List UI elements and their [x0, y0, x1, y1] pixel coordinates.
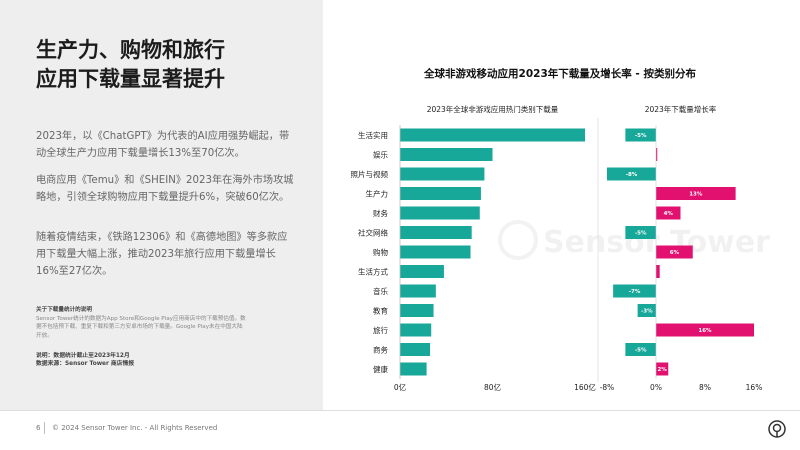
paragraph-travel: 随着疫情结束，《铁路12306》和《高德地图》等多款应用下载量大幅上涨，推动20…: [36, 232, 288, 277]
downloads-bar: [400, 226, 472, 239]
downloads-tick-label: 0亿: [394, 382, 407, 392]
category-label: 生活方式: [358, 267, 388, 277]
category-label: 照片与视频: [351, 169, 389, 179]
growth-data-label: 4%: [664, 211, 674, 217]
category-label: 商务: [373, 345, 388, 355]
growth-bar: [656, 245, 693, 259]
footnote-data-source: 数据来源：Sensor Tower 商店情报: [36, 361, 135, 367]
category-label: 生产力: [366, 189, 389, 199]
downloads-bar: [400, 284, 436, 298]
growth-bar: [607, 167, 656, 181]
category-label: 娱乐: [373, 150, 388, 160]
downloads-tick-label: 80亿: [484, 382, 502, 392]
category-label: 音乐: [373, 286, 388, 296]
downloads-bar: [400, 343, 431, 356]
category-label: 财务: [373, 208, 388, 218]
downloads-bar: [400, 128, 585, 142]
growth-bar: [625, 226, 656, 239]
copyright-text: © 2024 Sensor Tower Inc. - All Rights Re…: [52, 424, 218, 432]
download-note-title: 关于下载量统计的说明: [36, 307, 92, 313]
downloads-bar: [400, 245, 471, 259]
growth-data-label: 16%: [698, 328, 712, 334]
downloads-bar: [400, 323, 432, 337]
growth-bar: [625, 128, 656, 142]
category-label: 教育: [373, 306, 388, 316]
paragraph-productivity: 2023年，以《ChatGPT》为代表的AI应用强势崛起，带动全球生产力应用下载…: [36, 131, 290, 159]
downloads-bar: [400, 265, 444, 278]
growth-bar: [656, 323, 754, 337]
category-label: 健康: [373, 364, 388, 374]
downloads-bar: [400, 148, 493, 161]
left-panel: [0, 0, 323, 410]
growth-bar: [637, 304, 656, 317]
growth-data-label: 2%: [657, 367, 667, 373]
download-note-body: Sensor Tower统计的数据为App Store和Google Play应…: [36, 315, 246, 339]
growth-data-label: -5%: [635, 133, 647, 139]
growth-data-label: -8%: [626, 172, 638, 178]
growth-tick-label: 0%: [650, 383, 662, 392]
page-title-line-2: 应用下载量显著提升: [36, 67, 225, 91]
sensor-tower-logo-icon: [768, 420, 786, 438]
growth-data-label: -3%: [641, 309, 653, 315]
page-title-line-1: 生产力、购物和旅行: [36, 38, 225, 62]
growth-data-label: 13%: [689, 192, 703, 198]
category-label: 社交网络: [358, 228, 388, 238]
page-title: 生产力、购物和旅行 应用下载量显著提升: [36, 36, 225, 94]
growth-tick-label: -8%: [600, 383, 615, 392]
growth-bar: [656, 362, 669, 376]
footnote-data-cutoff: 说明：数据统计截止至2023年12月: [36, 353, 130, 359]
growth-bar: [656, 148, 658, 161]
growth-data-label: -5%: [635, 231, 647, 237]
growth-bar: [656, 187, 736, 200]
downloads-bar: [400, 187, 481, 200]
growth-data-label: -5%: [635, 348, 647, 354]
paragraph-shopping: 电商应用《Temu》和《SHEIN》2023年在海外市场攻城略地，引领全球购物应…: [36, 175, 294, 203]
category-label: 购物: [373, 247, 388, 257]
growth-panel-title: 2023年下载量增长率: [645, 104, 717, 114]
growth-data-label: -7%: [629, 289, 641, 295]
watermark-logo-icon: [498, 220, 538, 260]
download-note: 关于下载量统计的说明 Sensor Tower统计的数据为App Store和G…: [36, 306, 246, 340]
growth-bar: [625, 343, 656, 356]
category-label: 生活实用: [358, 130, 388, 140]
growth-data-label: 6%: [670, 250, 680, 256]
growth-tick-label: 8%: [699, 383, 711, 392]
footer-separator: [44, 422, 45, 434]
growth-bar: [613, 284, 656, 298]
downloads-tick-label: 160亿: [574, 382, 596, 392]
growth-tick-label: 16%: [746, 383, 763, 392]
downloads-bar: [400, 206, 480, 220]
category-label: 旅行: [373, 325, 388, 335]
chart-canvas: Sensor Tower2023年全球非游戏应用热门类别下载量生活实用娱乐照片与…: [351, 104, 771, 392]
growth-bar: [656, 265, 660, 278]
downloads-panel-title: 2023年全球非游戏应用热门类别下载量: [427, 104, 559, 114]
chart-title: 全球非游戏移动应用2023年下载量及增长率 - 按类别分布: [424, 68, 696, 80]
page-number: 6: [36, 424, 41, 432]
growth-bar: [656, 206, 681, 220]
downloads-bar: [400, 167, 485, 181]
downloads-bar: [400, 304, 434, 317]
downloads-bar: [400, 362, 427, 376]
footer-divider-line: [0, 410, 800, 411]
